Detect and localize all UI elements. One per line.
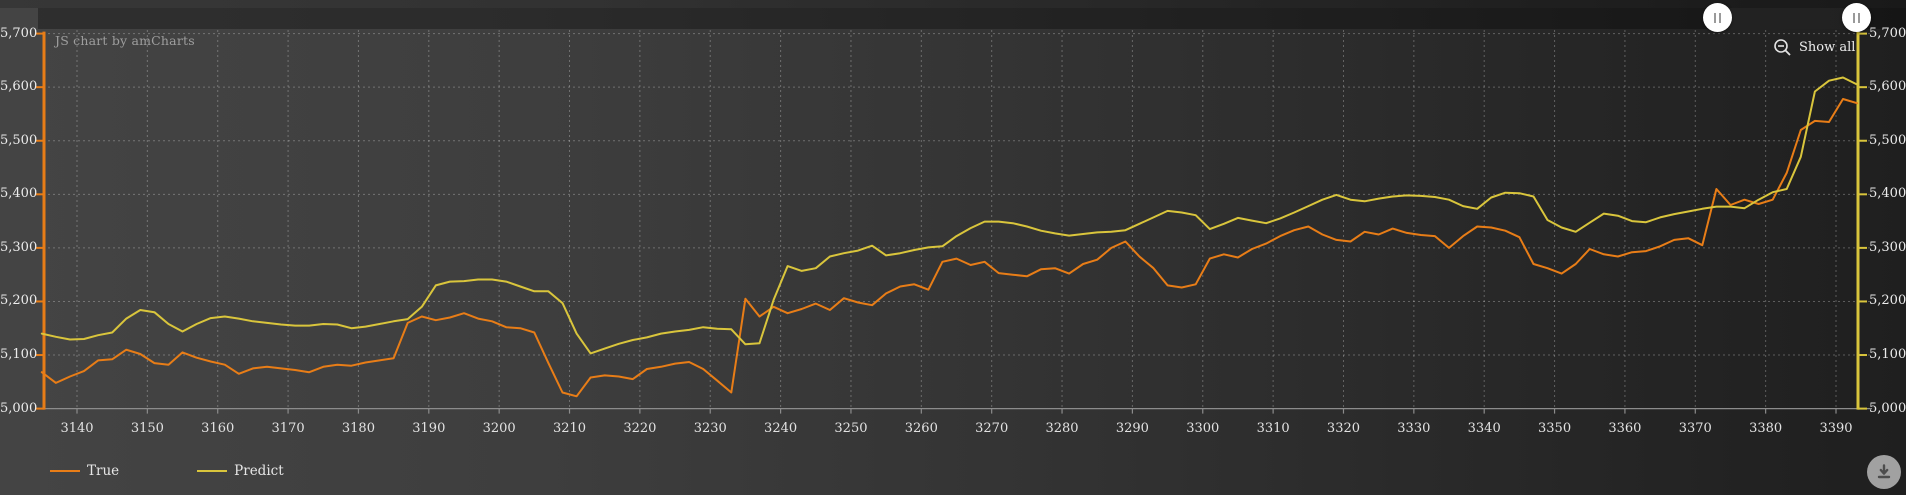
legend-marker-icon xyxy=(197,470,228,472)
x-tick-label: 3220 xyxy=(623,421,657,436)
x-tick-label: 3360 xyxy=(1608,421,1642,436)
download-icon xyxy=(1877,464,1891,479)
x-tick-label: 3280 xyxy=(1045,421,1079,436)
y-tick-label-left: 5,000 xyxy=(0,400,38,416)
x-tick-label: 3380 xyxy=(1749,421,1783,436)
zoom-scrollbar[interactable] xyxy=(38,8,1906,29)
x-tick-label: 3370 xyxy=(1678,421,1712,436)
legend-label: Predict xyxy=(234,463,284,479)
x-tick-label: 3210 xyxy=(552,421,587,436)
show-all-label: Show all xyxy=(1799,40,1856,55)
y-tick-label-right: 5,600 xyxy=(1869,79,1906,95)
x-tick-label: 3260 xyxy=(904,421,938,436)
y-tick-label-left: 5,400 xyxy=(0,186,38,202)
x-tick-label: 3330 xyxy=(1397,421,1431,436)
x-tick-label: 3150 xyxy=(130,421,164,436)
y-tick-label-left: 5,500 xyxy=(0,132,38,148)
show-all-button[interactable]: Show all xyxy=(1773,38,1855,57)
grip-bars-icon xyxy=(1713,12,1716,23)
download-button[interactable] xyxy=(1867,455,1901,489)
series-line-predict[interactable] xyxy=(40,76,1859,355)
x-tick-label: 3160 xyxy=(201,421,235,436)
x-tick-label: 3200 xyxy=(482,421,516,436)
x-tick-label: 3270 xyxy=(975,421,1009,436)
y-tick-label-right: 5,500 xyxy=(1869,132,1906,148)
y-tick-label-left: 5,300 xyxy=(0,239,38,255)
top-edge-band xyxy=(0,0,1906,8)
y-tick-label-left: 5,200 xyxy=(0,293,38,309)
scrollbar-left-grip[interactable] xyxy=(1702,3,1732,32)
y-tick-label-right: 5,200 xyxy=(1869,293,1906,309)
legend-label: True xyxy=(87,463,120,479)
legend-item-predict[interactable]: Predict xyxy=(187,460,293,482)
x-tick-label: 3240 xyxy=(764,421,798,436)
x-tick-label: 3170 xyxy=(271,421,305,436)
y-tick-label-right: 5,400 xyxy=(1869,186,1906,202)
x-tick-label: 3350 xyxy=(1538,421,1572,436)
x-tick-label: 3310 xyxy=(1256,421,1290,436)
x-tick-label: 3320 xyxy=(1326,421,1361,436)
scrollbar-selected-range[interactable] xyxy=(1717,8,1856,29)
y-tick-label-left: 5,100 xyxy=(0,347,38,363)
x-tick-label: 3190 xyxy=(412,421,446,436)
x-tick-label: 3300 xyxy=(1186,421,1220,436)
amcharts-watermark: JS chart by amCharts xyxy=(55,33,195,48)
series-line-true[interactable] xyxy=(40,98,1859,398)
x-tick-label: 3390 xyxy=(1819,421,1853,436)
scrollbar-right-grip[interactable] xyxy=(1841,3,1871,32)
x-tick-label: 3290 xyxy=(1115,421,1149,436)
y-tick-label-right: 5,100 xyxy=(1869,347,1906,363)
chart-legend: True Predict xyxy=(40,460,294,482)
y-tick-label-left: 5,600 xyxy=(0,79,38,95)
x-tick-label: 3230 xyxy=(693,421,727,436)
y-tick-label-right: 5,700 xyxy=(1869,25,1906,41)
legend-item-true[interactable]: True xyxy=(40,460,129,482)
zoom-out-icon xyxy=(1774,39,1791,56)
y-tick-label-right: 5,300 xyxy=(1869,239,1906,255)
x-tick-label: 3140 xyxy=(60,421,94,436)
y-tick-label-right: 5,000 xyxy=(1869,400,1906,416)
x-tick-label: 3180 xyxy=(341,421,375,436)
x-tick-label: 3250 xyxy=(834,421,868,436)
grip-bars-icon xyxy=(1852,12,1855,23)
legend-marker-icon xyxy=(50,470,80,472)
y-tick-label-left: 5,700 xyxy=(0,25,38,41)
x-tick-label: 3340 xyxy=(1467,421,1501,436)
